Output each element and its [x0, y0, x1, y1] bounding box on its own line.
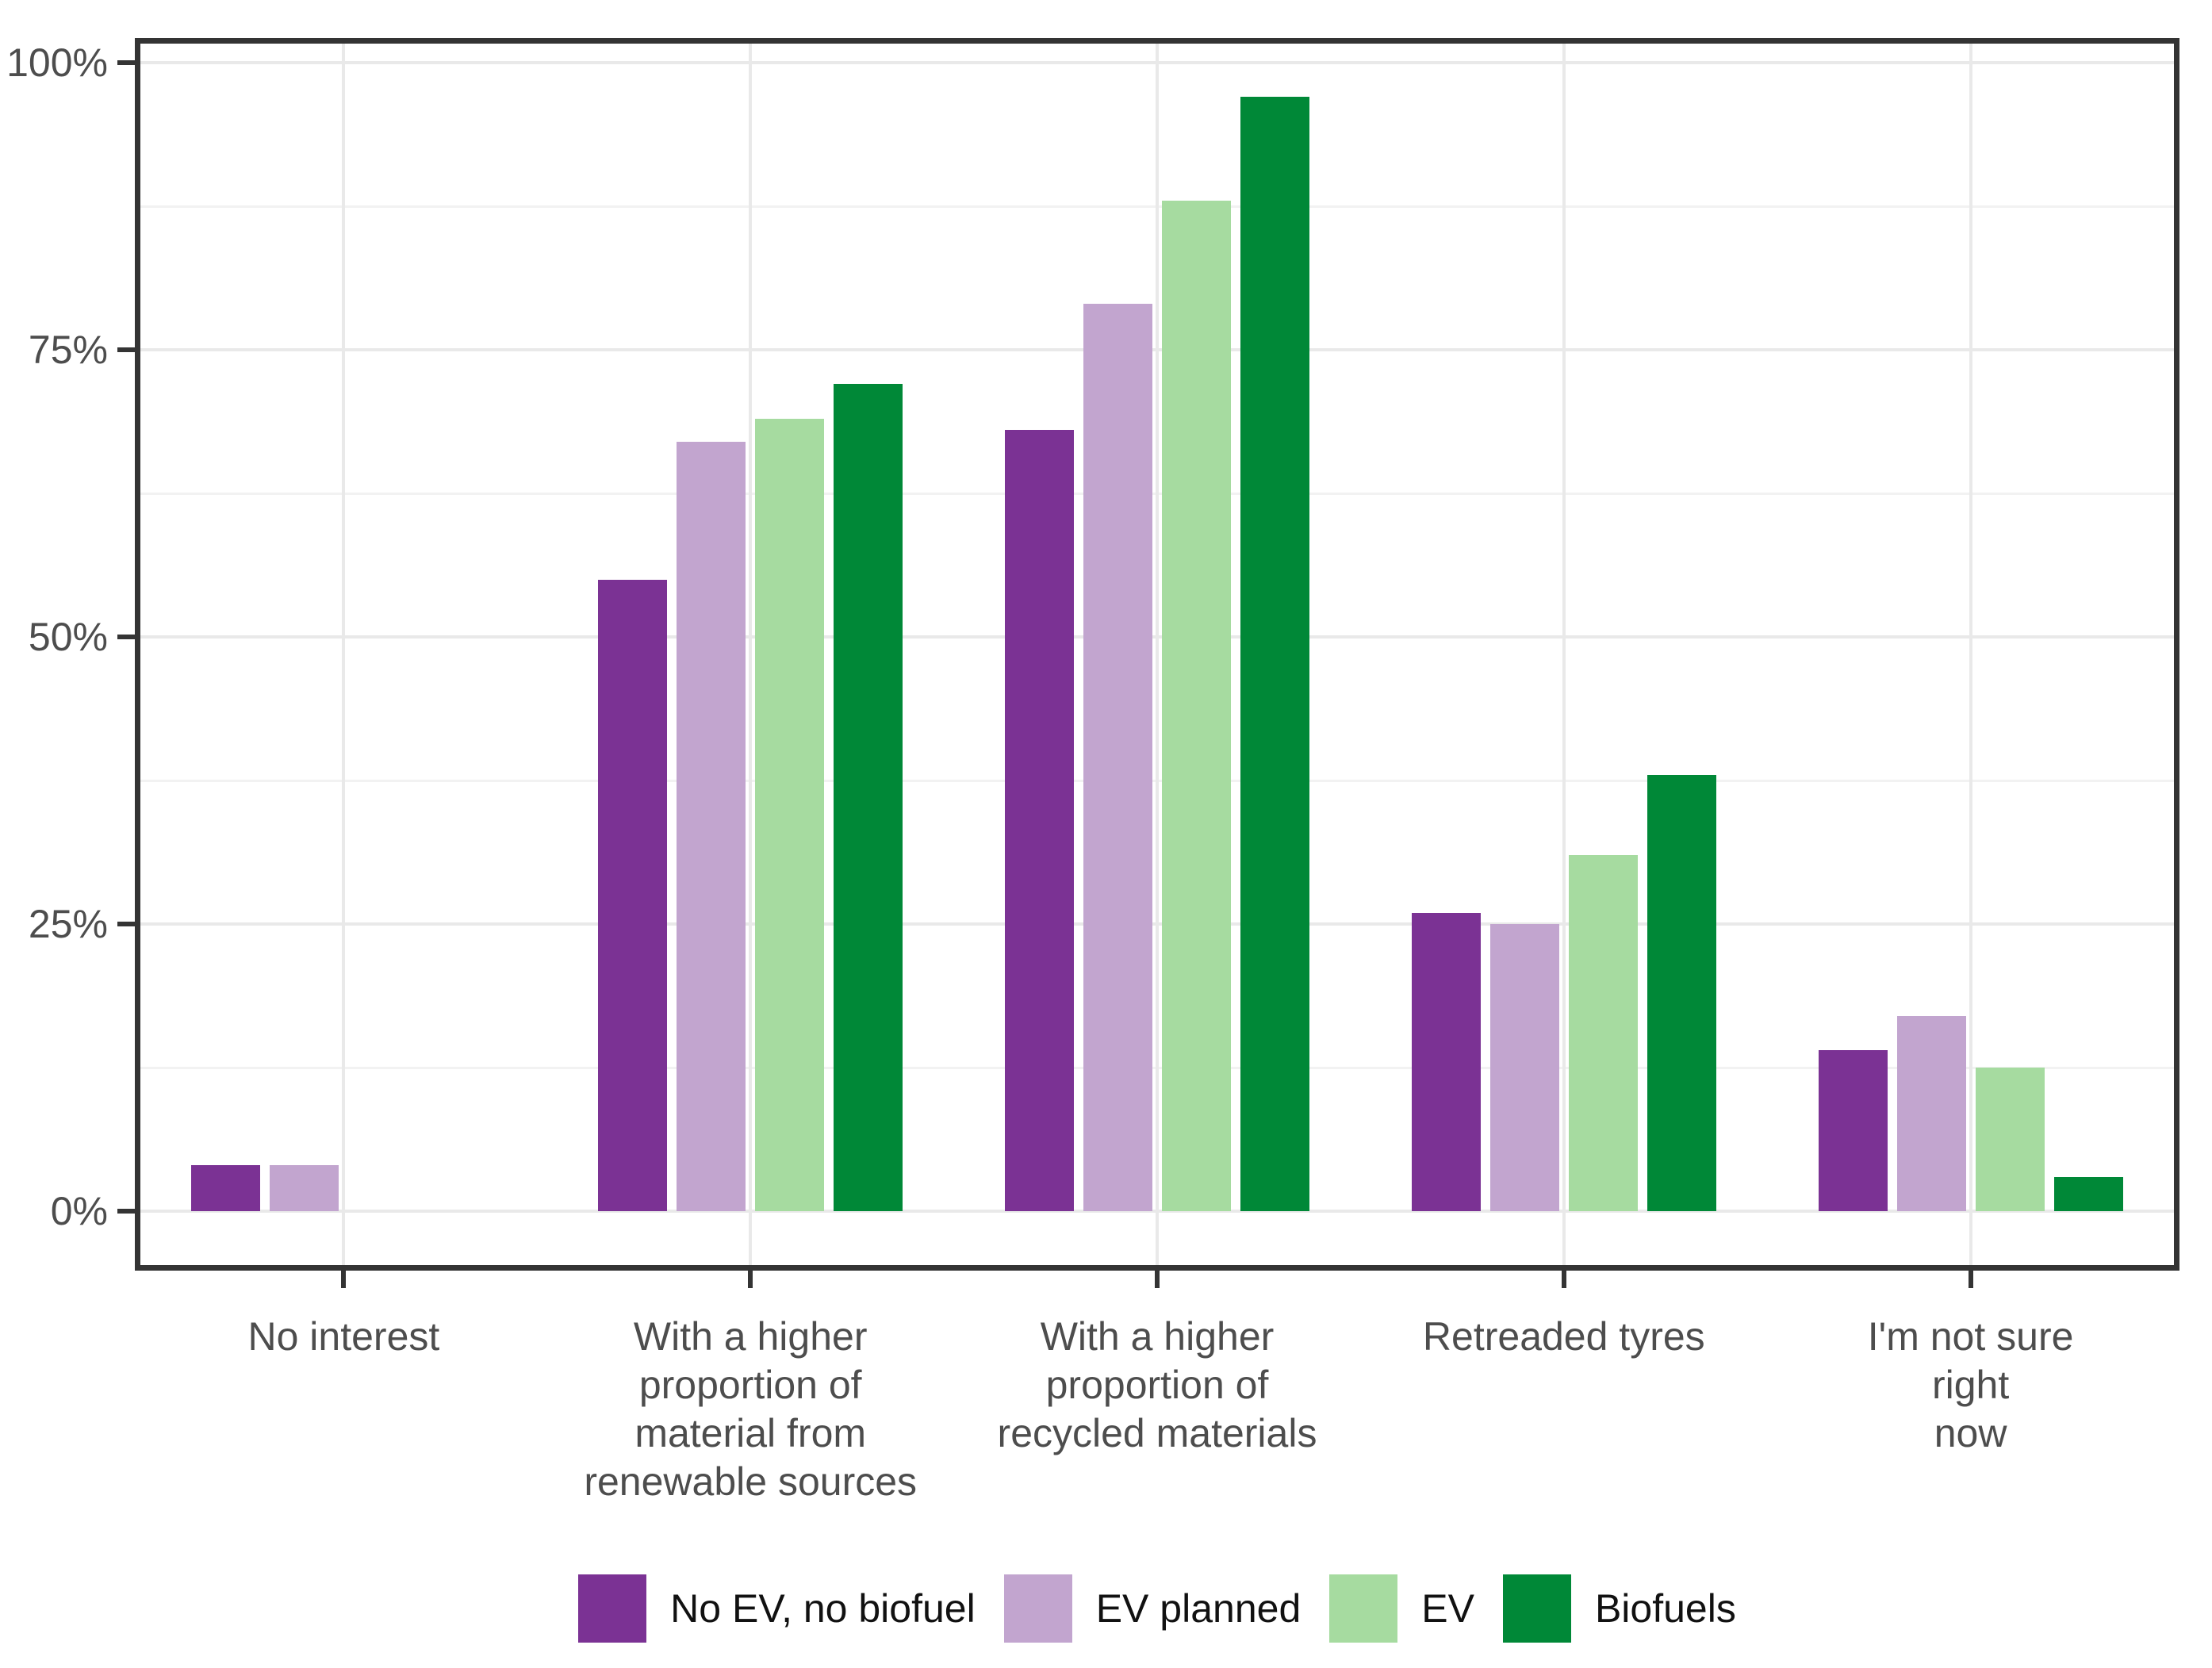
x-tick-mark	[1155, 1271, 1160, 1288]
y-tick-label: 100%	[6, 40, 108, 85]
legend-item: Biofuels	[1502, 1574, 1736, 1643]
bar-ev-planned	[677, 442, 746, 1211]
y-tick-mark	[117, 1209, 135, 1214]
bar-ev-planned	[1490, 924, 1559, 1211]
legend-item: EV	[1329, 1574, 1474, 1643]
bar-ev-planned	[270, 1165, 339, 1211]
bar-biofuels	[1647, 775, 1716, 1211]
x-tick-mark	[1561, 1271, 1566, 1288]
x-tick-label: With a higher proportion of material fro…	[584, 1314, 918, 1504]
bar-biofuels	[2054, 1177, 2123, 1211]
y-tick-label: 25%	[28, 902, 108, 946]
bar-no-ev-no-biofuel	[598, 580, 667, 1211]
bar-ev	[755, 419, 824, 1211]
bar-ev	[1162, 201, 1231, 1211]
bar-biofuels	[1240, 97, 1309, 1211]
gridline-vertical	[749, 44, 752, 1265]
bar-biofuels	[834, 384, 903, 1211]
x-tick-label: With a higher proportion of recycled mat…	[997, 1314, 1317, 1455]
y-tick-mark	[117, 922, 135, 926]
legend-item: No EV, no biofuel	[578, 1574, 976, 1643]
legend-swatch-ev	[1329, 1574, 1398, 1643]
bar-no-ev-no-biofuel	[191, 1165, 260, 1211]
legend-item: EV planned	[1003, 1574, 1302, 1643]
legend-label: EV planned	[1095, 1586, 1302, 1631]
y-tick-label: 0%	[50, 1189, 108, 1233]
y-tick-label: 75%	[28, 328, 108, 372]
bar-no-ev-no-biofuel	[1412, 913, 1481, 1211]
legend-swatch-ev-planned	[1003, 1574, 1072, 1643]
x-tick-mark	[341, 1271, 347, 1288]
legend-label: EV	[1421, 1586, 1474, 1631]
y-tick-mark	[117, 635, 135, 639]
legend-label: Biofuels	[1594, 1586, 1736, 1631]
y-tick-mark	[117, 347, 135, 352]
bar-ev-planned	[1897, 1016, 1966, 1211]
gridline-vertical	[1969, 44, 1972, 1265]
x-tick-label: No interest	[247, 1314, 440, 1359]
bar-no-ev-no-biofuel	[1819, 1050, 1888, 1211]
x-tick-mark	[748, 1271, 753, 1288]
y-tick-label: 50%	[28, 615, 108, 659]
x-tick-label: Retreaded tyres	[1422, 1314, 1705, 1359]
gridline-vertical	[1562, 44, 1566, 1265]
legend-swatch-no-ev-no-biofuel	[578, 1574, 647, 1643]
legend: No EV, no biofuel EV planned EV Biofuels	[135, 1574, 2179, 1643]
x-tick-label: I'm not sure right now	[1867, 1314, 2074, 1455]
plot-panel	[135, 38, 2179, 1271]
y-tick-mark	[117, 60, 135, 65]
bar-no-ev-no-biofuel	[1005, 430, 1074, 1211]
legend-label: No EV, no biofuel	[670, 1586, 976, 1631]
bar-ev-planned	[1083, 304, 1152, 1211]
x-tick-mark	[1968, 1271, 1973, 1288]
gridline-vertical	[342, 44, 345, 1265]
legend-swatch-biofuels	[1502, 1574, 1571, 1643]
bar-ev	[1976, 1068, 2045, 1211]
gridline-vertical	[1156, 44, 1159, 1265]
bar-ev	[1569, 855, 1638, 1211]
